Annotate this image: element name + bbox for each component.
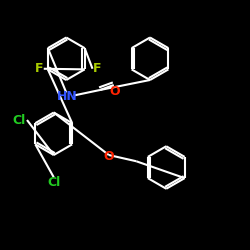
Text: Cl: Cl bbox=[12, 114, 26, 126]
Text: O: O bbox=[109, 85, 120, 98]
Text: F: F bbox=[34, 62, 43, 75]
Text: F: F bbox=[93, 62, 102, 75]
Text: HN: HN bbox=[57, 90, 78, 103]
Text: O: O bbox=[104, 150, 114, 163]
Text: Cl: Cl bbox=[47, 176, 60, 189]
